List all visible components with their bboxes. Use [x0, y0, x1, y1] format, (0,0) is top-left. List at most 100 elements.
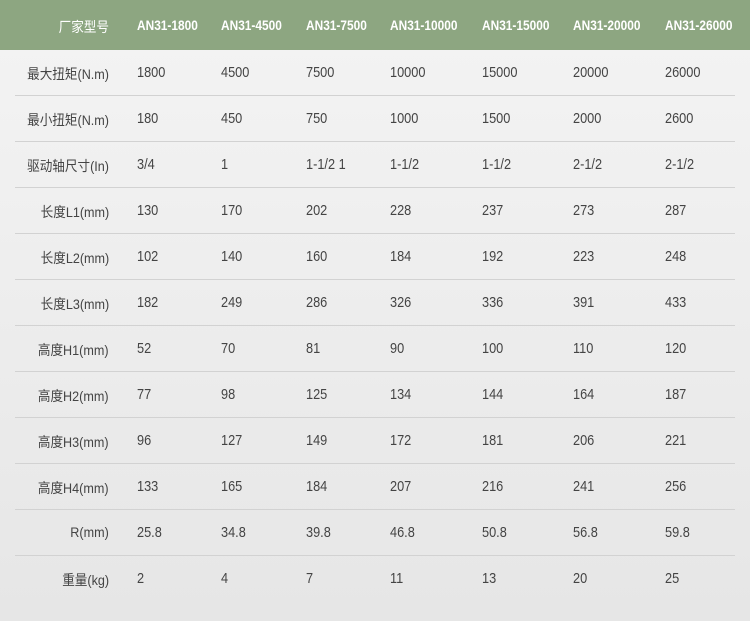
row-label: 重量(kg) — [62, 572, 109, 588]
table-cell: 133 — [137, 478, 159, 495]
table-cell: 1800 — [137, 64, 166, 81]
table-cell: 11 — [390, 570, 404, 587]
table-cell: 241 — [573, 478, 595, 495]
table-cell: 1000 — [390, 110, 419, 127]
table-row: 高度H3(mm) 96 127 149 172 181 206 221 — [0, 418, 750, 464]
table-row: 长度L3(mm) 182 249 286 326 336 391 433 — [0, 280, 750, 326]
row-divider — [15, 509, 735, 510]
table-cell: 125 — [306, 386, 328, 403]
table-cell: 102 — [137, 248, 159, 265]
table-cell: 1-1/2 — [482, 156, 512, 173]
row-label: R(mm) — [70, 524, 109, 540]
row-divider — [15, 279, 735, 280]
table-cell: 7 — [306, 570, 314, 587]
table-cell: 1-1/2 1 — [306, 156, 346, 173]
row-label: 长度L2(mm) — [40, 250, 109, 266]
table-cell: 20 — [573, 570, 588, 587]
row-divider — [15, 187, 735, 188]
header-model: AN31-7500 — [306, 17, 367, 33]
table-cell: 2 — [137, 570, 145, 587]
table-cell: 2-1/2 — [573, 156, 603, 173]
table-cell: 1 — [221, 156, 229, 173]
row-divider — [15, 233, 735, 234]
table-cell: 100 — [482, 340, 504, 357]
row-divider — [15, 141, 735, 142]
table-cell: 273 — [573, 202, 595, 219]
row-label: 高度H4(mm) — [38, 480, 109, 496]
table-cell: 98 — [221, 386, 236, 403]
table-cell: 96 — [137, 432, 152, 449]
table-cell: 184 — [390, 248, 412, 265]
table-cell: 13 — [482, 570, 497, 587]
table-cell: 140 — [221, 248, 243, 265]
table-cell: 77 — [137, 386, 152, 403]
table-cell: 182 — [137, 294, 159, 311]
table-cell: 4 — [221, 570, 229, 587]
row-label: 高度H1(mm) — [38, 342, 109, 358]
table-cell: 39.8 — [306, 524, 331, 541]
header-model: AN31-1800 — [137, 17, 198, 33]
table-cell: 59.8 — [665, 524, 690, 541]
header-model: AN31-4500 — [221, 17, 282, 33]
row-label: 最大扭矩(N.m) — [27, 66, 109, 82]
table-cell: 184 — [306, 478, 328, 495]
table-row: 高度H2(mm) 77 98 125 134 144 164 187 — [0, 372, 750, 418]
table-cell: 2600 — [665, 110, 694, 127]
table-row: 高度H1(mm) 52 70 81 90 100 110 120 — [0, 326, 750, 372]
row-divider — [15, 463, 735, 464]
table-cell: 192 — [482, 248, 504, 265]
table-cell: 149 — [306, 432, 328, 449]
table-cell: 170 — [221, 202, 243, 219]
table-cell: 20000 — [573, 64, 609, 81]
table-cell: 207 — [390, 478, 412, 495]
table-cell: 187 — [665, 386, 687, 403]
table-cell: 3/4 — [137, 156, 155, 173]
table-row: 最大扭矩(N.m) 1800 4500 7500 10000 15000 20000 2600… — [0, 50, 750, 96]
table-cell: 25.8 — [137, 524, 162, 541]
table-cell: 433 — [665, 294, 687, 311]
table-cell: 130 — [137, 202, 159, 219]
table-row: 高度H4(mm) 133 165 184 207 216 241 256 — [0, 464, 750, 510]
table-cell: 70 — [221, 340, 236, 357]
row-label: 最小扭矩(N.m) — [27, 112, 109, 128]
table-cell: 52 — [137, 340, 152, 357]
table-row: 长度L1(mm) 130 170 202 228 237 273 287 — [0, 188, 750, 234]
row-label: 高度H3(mm) — [38, 434, 109, 450]
table-row: 驱动轴尺寸(In) 3/4 1 1-1/2 1 1-1/2 1-1/2 2-1/2 2-1/2 — [0, 142, 750, 188]
row-divider — [15, 417, 735, 418]
table-cell: 120 — [665, 340, 687, 357]
header-model: AN31-26000 — [665, 17, 733, 33]
table-cell: 160 — [306, 248, 328, 265]
table-cell: 34.8 — [221, 524, 246, 541]
table-cell: 2-1/2 — [665, 156, 695, 173]
row-divider — [15, 325, 735, 326]
row-divider — [15, 555, 735, 556]
table-cell: 90 — [390, 340, 405, 357]
table-cell: 228 — [390, 202, 412, 219]
table-cell: 248 — [665, 248, 687, 265]
table-cell: 7500 — [306, 64, 335, 81]
table-cell: 180 — [137, 110, 159, 127]
table-cell: 391 — [573, 294, 595, 311]
row-label: 驱动轴尺寸(In) — [27, 158, 109, 174]
table-cell: 336 — [482, 294, 504, 311]
header-label: 厂家型号 — [58, 19, 109, 35]
table-cell: 286 — [306, 294, 328, 311]
table-cell: 206 — [573, 432, 595, 449]
header-model: AN31-10000 — [390, 17, 458, 33]
table-row: 重量(kg) 2 4 7 11 13 20 25 — [0, 556, 750, 602]
table-cell: 164 — [573, 386, 595, 403]
row-divider — [15, 371, 735, 372]
table-cell: 216 — [482, 478, 504, 495]
table-cell: 326 — [390, 294, 412, 311]
table-cell: 172 — [390, 432, 412, 449]
table-cell: 15000 — [482, 64, 518, 81]
table-cell: 4500 — [221, 64, 250, 81]
table-cell: 237 — [482, 202, 504, 219]
table-cell: 25 — [665, 570, 680, 587]
table-cell: 2000 — [573, 110, 602, 127]
table-cell: 46.8 — [390, 524, 415, 541]
table-cell: 249 — [221, 294, 243, 311]
table-row: 长度L2(mm) 102 140 160 184 192 223 248 — [0, 234, 750, 280]
table-cell: 202 — [306, 202, 328, 219]
